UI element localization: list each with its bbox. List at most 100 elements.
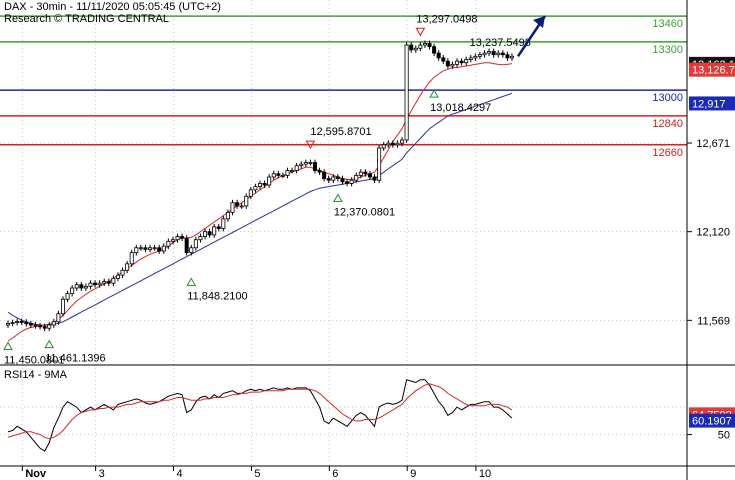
candle-body [335,176,340,179]
candle [115,272,120,282]
resistance-marker [415,27,426,37]
candle-body [390,142,395,146]
candle-body [203,231,208,237]
candle [120,267,125,279]
candle-body [358,171,363,176]
grid-layer [0,0,687,466]
tag-layer: 13,163.113,126.712,91764.759260.1907 [689,56,735,428]
candle [496,50,501,58]
x-tick-label: 3 [99,468,105,480]
candle [358,169,363,179]
candle [299,161,304,169]
candle [445,58,450,69]
candle [303,159,308,168]
candle [79,281,84,291]
candle [212,223,217,238]
candle-body [47,324,52,329]
x-tick-label: 9 [410,468,416,480]
candle [70,285,75,297]
candle [125,260,130,274]
candle [138,244,143,251]
candle-body [400,139,405,144]
forecast-arrowhead [533,16,545,28]
candle-body [111,277,116,284]
candle-body [413,47,418,51]
candle [248,186,253,200]
candle [413,45,418,53]
candle-body [317,170,322,173]
candle [404,42,409,143]
candle [276,170,281,179]
candle [93,280,98,288]
candle-body [60,298,65,315]
rsi-tag-bg [689,413,735,428]
rsi-tick-label: 50 [718,430,730,442]
candle [170,236,175,245]
candle-body [221,218,226,229]
candle [345,178,350,187]
candle-body [28,323,33,326]
candle-body [349,179,354,184]
support-marker [429,89,439,98]
candle [354,172,359,184]
level-label: 12840 [652,118,683,130]
candle [24,319,29,327]
candle [436,50,441,61]
candle [180,233,185,242]
candle-body [303,162,308,165]
candle-layer [5,40,515,332]
annotation-label: 13,018.4297 [430,102,491,114]
candle [477,51,482,60]
candle-body [363,171,368,175]
candle-body [257,183,263,188]
candle [51,318,56,328]
candle [203,228,208,240]
candle-body [464,59,469,64]
candle-body [56,313,61,323]
candle-body [193,239,198,249]
candle-body [331,176,336,181]
candle-body [115,274,120,279]
candle-body [418,44,423,49]
x-tick-label: 5 [254,468,260,480]
candle [464,56,469,66]
candle [271,170,276,180]
candle-body [216,226,221,229]
candle [317,167,322,176]
candle-body [450,63,455,67]
candle [189,244,194,256]
candle-body [354,174,359,181]
candle-body [381,144,386,149]
support-marker [44,339,55,349]
candle-body [166,240,171,247]
candle [386,140,391,148]
rsi-layer: RSI14 - 9MA [4,369,513,452]
chart-source: Research © TRADING CENTRAL [4,13,169,25]
candle-body [377,147,382,181]
candle-body [230,202,235,213]
candle [235,199,240,209]
candle [97,280,102,288]
candle [312,159,317,174]
candle-body [455,60,460,65]
rsi-line [7,379,513,452]
candle-body [74,284,79,289]
candle [111,275,116,287]
candle [175,233,180,243]
candle-body [143,247,148,250]
candle [166,238,171,250]
candle [505,51,510,61]
annotation-label: 12,370.0801 [334,206,395,218]
candle-body [120,269,125,276]
level-label: 13000 [652,92,683,104]
candle-body [345,181,350,184]
candle-body [422,43,427,46]
candle-body [15,321,20,323]
candle-body [157,247,162,252]
candle-body [189,247,194,253]
candle-body [436,52,441,59]
candle-body [500,52,505,56]
annotation-label: 11,461.1396 [45,353,105,365]
chart-title: DAX - 30min - 11/11/2020 05:05:45 (UTC+2… [4,1,221,13]
candle-body [322,171,327,179]
